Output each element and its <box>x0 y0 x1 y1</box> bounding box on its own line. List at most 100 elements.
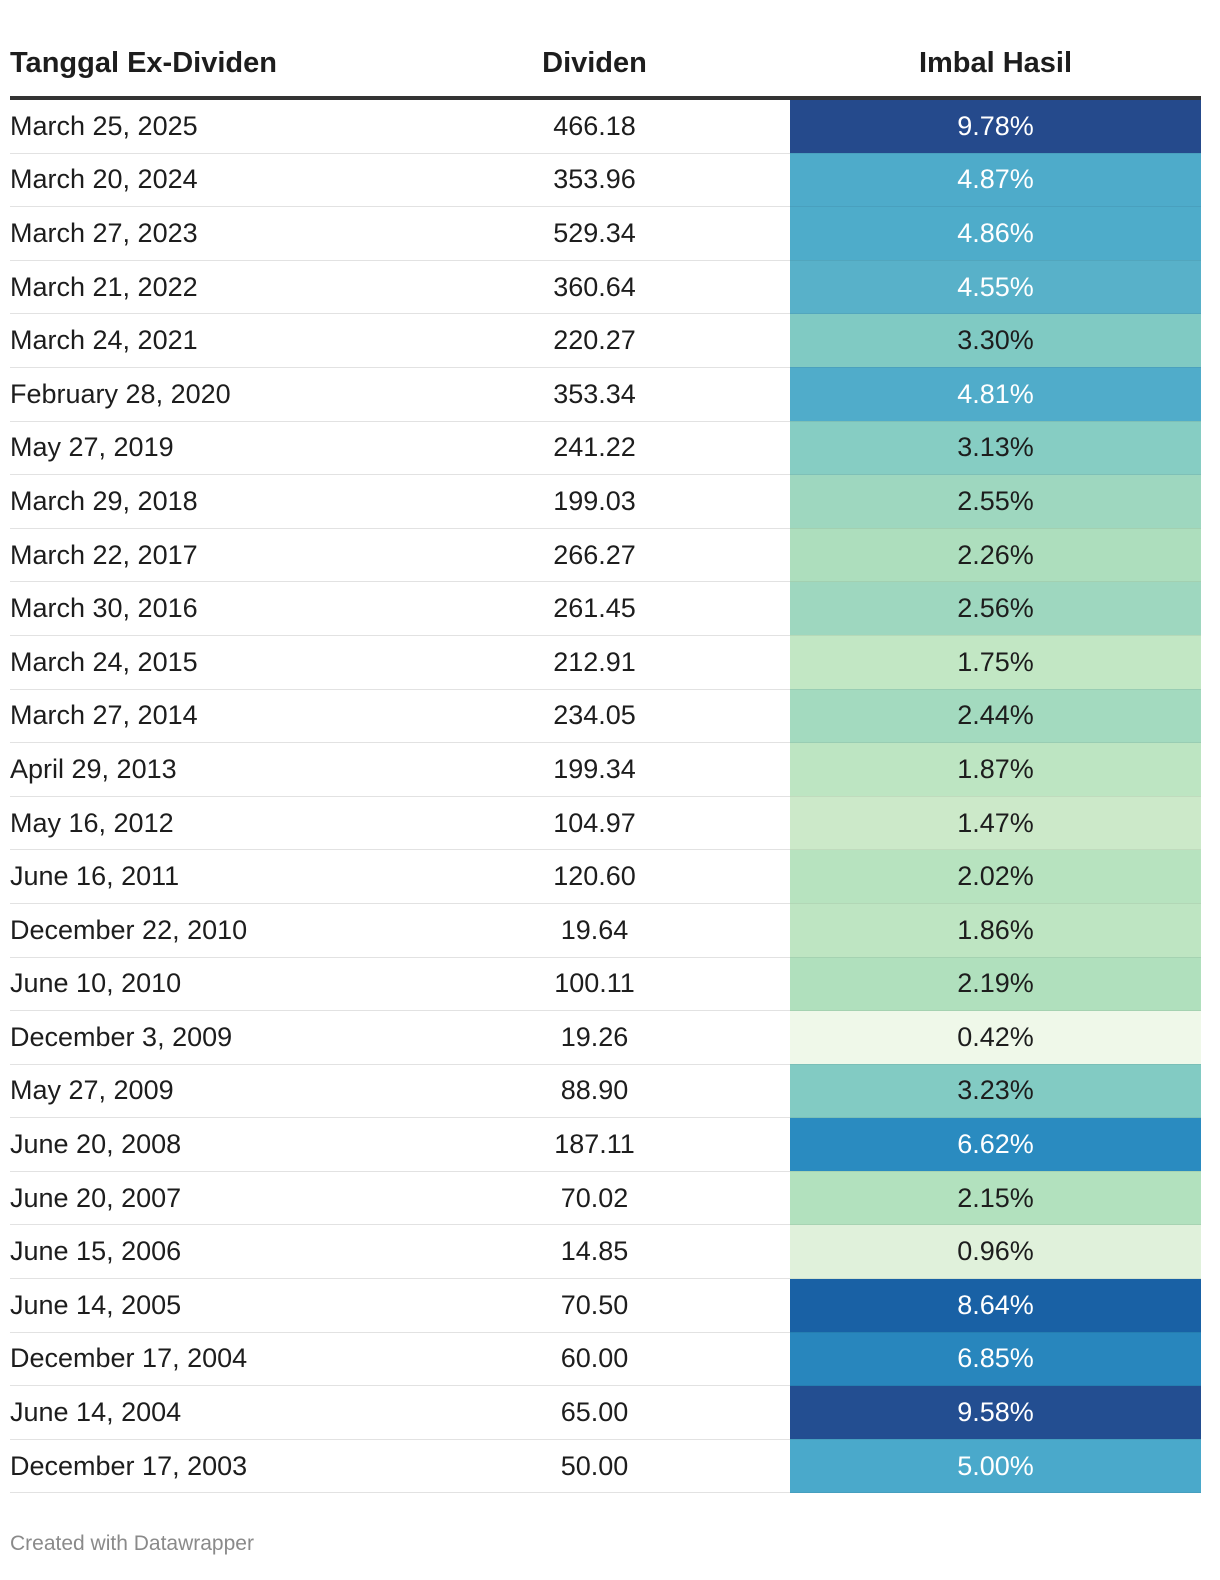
table-row: May 27, 2009 88.90 3.23% <box>10 1064 1201 1119</box>
cell-dividend: 19.26 <box>399 1010 790 1065</box>
cell-date: May 27, 2019 <box>10 421 399 476</box>
cell-date: March 24, 2015 <box>10 635 399 690</box>
cell-date: March 29, 2018 <box>10 474 399 529</box>
cell-yield: 8.64% <box>790 1278 1201 1333</box>
table-row: March 30, 2016 261.45 2.56% <box>10 581 1201 636</box>
cell-dividend: 199.34 <box>399 742 790 797</box>
cell-yield: 5.00% <box>790 1439 1201 1494</box>
cell-dividend: 466.18 <box>399 98 790 154</box>
cell-dividend: 529.34 <box>399 206 790 261</box>
table-row: March 22, 2017 266.27 2.26% <box>10 528 1201 583</box>
table-header: Tanggal Ex-Dividen Dividen Imbal Hasil <box>10 30 1201 100</box>
table-row: March 24, 2015 212.91 1.75% <box>10 635 1201 690</box>
cell-date: March 30, 2016 <box>10 581 399 636</box>
table-row: December 17, 2004 60.00 6.85% <box>10 1332 1201 1387</box>
cell-dividend: 50.00 <box>399 1439 790 1494</box>
cell-dividend: 241.22 <box>399 421 790 476</box>
table-row: June 20, 2008 187.11 6.62% <box>10 1117 1201 1172</box>
cell-yield: 2.44% <box>790 689 1201 744</box>
cell-dividend: 70.02 <box>399 1171 790 1226</box>
header-date[interactable]: Tanggal Ex-Dividen <box>10 30 399 100</box>
cell-date: May 16, 2012 <box>10 796 399 851</box>
cell-date: March 27, 2023 <box>10 206 399 261</box>
table-row: June 14, 2005 70.50 8.64% <box>10 1278 1201 1333</box>
cell-yield: 2.02% <box>790 849 1201 904</box>
table-body: March 25, 2025 466.18 9.78% March 20, 2024 3… <box>10 98 1201 1494</box>
table-row: February 28, 2020 353.34 4.81% <box>10 367 1201 422</box>
table-row: June 15, 2006 14.85 0.96% <box>10 1224 1201 1280</box>
cell-dividend: 187.11 <box>399 1117 790 1172</box>
cell-date: March 25, 2025 <box>10 98 399 154</box>
cell-dividend: 120.60 <box>399 849 790 904</box>
table-row: March 20, 2024 353.96 4.87% <box>10 153 1201 208</box>
table-row: May 27, 2019 241.22 3.13% <box>10 421 1201 476</box>
cell-dividend: 353.34 <box>399 367 790 422</box>
cell-date: March 22, 2017 <box>10 528 399 583</box>
cell-dividend: 212.91 <box>399 635 790 690</box>
cell-date: December 17, 2003 <box>10 1439 399 1494</box>
cell-date: December 3, 2009 <box>10 1010 399 1065</box>
table-row: March 27, 2014 234.05 2.44% <box>10 689 1201 744</box>
cell-dividend: 100.11 <box>399 957 790 1012</box>
cell-date: March 21, 2022 <box>10 260 399 315</box>
cell-dividend: 360.64 <box>399 260 790 315</box>
table-row: March 24, 2021 220.27 3.30% <box>10 313 1201 368</box>
cell-yield: 2.26% <box>790 528 1201 583</box>
cell-dividend: 353.96 <box>399 153 790 208</box>
cell-date: May 27, 2009 <box>10 1064 399 1119</box>
cell-date: June 14, 2004 <box>10 1385 399 1440</box>
cell-yield: 1.86% <box>790 903 1201 958</box>
dividend-table: Tanggal Ex-Dividen Dividen Imbal Hasil M… <box>10 30 1201 1494</box>
cell-yield: 2.56% <box>790 581 1201 636</box>
cell-yield: 4.81% <box>790 367 1201 422</box>
table-row: June 16, 2011 120.60 2.02% <box>10 849 1201 904</box>
footer-credit: Created with Datawrapper <box>10 1532 254 1555</box>
cell-dividend: 266.27 <box>399 528 790 583</box>
table-row: May 16, 2012 104.97 1.47% <box>10 796 1201 851</box>
cell-dividend: 65.00 <box>399 1385 790 1440</box>
table-row: December 22, 2010 19.64 1.86% <box>10 903 1201 958</box>
dividend-table-wrapper: Tanggal Ex-Dividen Dividen Imbal Hasil M… <box>10 30 1201 1494</box>
table-row: December 17, 2003 50.00 5.00% <box>10 1439 1201 1494</box>
cell-yield: 3.30% <box>790 313 1201 368</box>
table-row: June 14, 2004 65.00 9.58% <box>10 1385 1201 1440</box>
cell-yield: 2.15% <box>790 1171 1201 1226</box>
table-row: March 29, 2018 199.03 2.55% <box>10 474 1201 529</box>
cell-date: March 27, 2014 <box>10 689 399 744</box>
cell-yield: 6.85% <box>790 1332 1201 1387</box>
cell-yield: 1.75% <box>790 635 1201 690</box>
table-row: June 20, 2007 70.02 2.15% <box>10 1171 1201 1226</box>
cell-dividend: 14.85 <box>399 1224 790 1280</box>
cell-date: June 20, 2007 <box>10 1171 399 1226</box>
table-row: June 10, 2010 100.11 2.19% <box>10 957 1201 1012</box>
cell-date: December 22, 2010 <box>10 903 399 958</box>
cell-dividend: 88.90 <box>399 1064 790 1119</box>
cell-yield: 9.78% <box>790 98 1201 154</box>
table-row: March 21, 2022 360.64 4.55% <box>10 260 1201 315</box>
cell-yield: 4.86% <box>790 206 1201 261</box>
cell-date: June 20, 2008 <box>10 1117 399 1172</box>
cell-dividend: 220.27 <box>399 313 790 368</box>
cell-date: February 28, 2020 <box>10 367 399 422</box>
cell-yield: 2.19% <box>790 957 1201 1012</box>
cell-yield: 9.58% <box>790 1385 1201 1440</box>
cell-date: March 20, 2024 <box>10 153 399 208</box>
cell-yield: 0.42% <box>790 1010 1201 1065</box>
cell-yield: 1.87% <box>790 742 1201 797</box>
cell-dividend: 261.45 <box>399 581 790 636</box>
cell-yield: 2.55% <box>790 474 1201 529</box>
header-dividend[interactable]: Dividen <box>399 30 790 100</box>
cell-dividend: 234.05 <box>399 689 790 744</box>
cell-dividend: 70.50 <box>399 1278 790 1333</box>
header-row: Tanggal Ex-Dividen Dividen Imbal Hasil <box>10 30 1201 100</box>
cell-date: June 10, 2010 <box>10 957 399 1012</box>
cell-date: June 15, 2006 <box>10 1224 399 1280</box>
cell-yield: 3.13% <box>790 421 1201 476</box>
header-yield[interactable]: Imbal Hasil <box>790 30 1201 100</box>
cell-yield: 3.23% <box>790 1064 1201 1119</box>
cell-date: April 29, 2013 <box>10 742 399 797</box>
cell-dividend: 19.64 <box>399 903 790 958</box>
cell-dividend: 199.03 <box>399 474 790 529</box>
cell-yield: 6.62% <box>790 1117 1201 1172</box>
cell-dividend: 60.00 <box>399 1332 790 1387</box>
